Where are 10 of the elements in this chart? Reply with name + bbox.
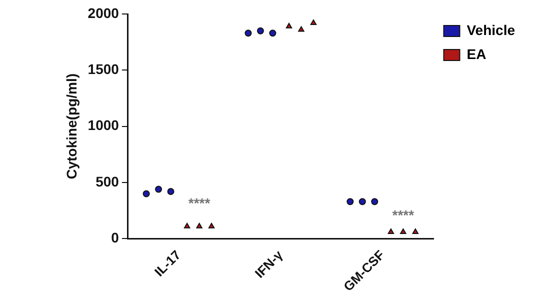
- annotation: ****: [188, 195, 211, 212]
- y-tick-label: 500: [96, 173, 120, 190]
- y-tick-label: 0: [111, 230, 120, 246]
- y-tick-label: 1000: [88, 117, 120, 134]
- annotation: ****: [392, 206, 415, 223]
- legend-label: Vehicle: [466, 22, 516, 38]
- y-tick-label: 1500: [88, 61, 120, 78]
- y-axis-title: Cytokine(pg/ml): [63, 73, 80, 180]
- legend-label: EA: [466, 46, 486, 62]
- y-tick-label: 2000: [88, 4, 120, 21]
